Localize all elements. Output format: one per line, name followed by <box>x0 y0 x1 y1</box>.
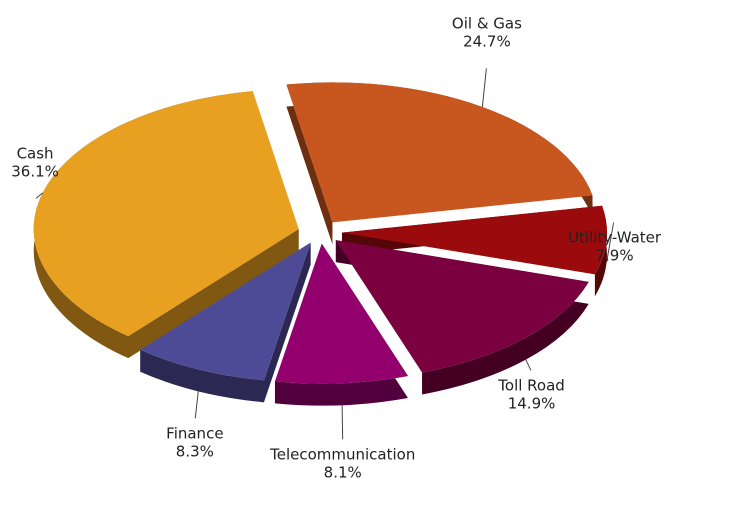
leader-line <box>35 192 44 199</box>
value-label: 24.7% <box>463 32 511 50</box>
leader-line <box>606 222 615 263</box>
value-label: 14.9% <box>508 394 556 412</box>
slice <box>335 240 589 373</box>
slice <box>341 205 607 275</box>
slice <box>140 242 311 381</box>
slice <box>286 82 593 223</box>
value-label: 36.1% <box>11 162 59 180</box>
leader-line <box>481 68 487 108</box>
leader-line <box>525 359 532 371</box>
category-label: Telecommunication <box>269 445 415 463</box>
slice <box>33 91 299 337</box>
category-label: Toll Road <box>497 376 565 394</box>
leader-line <box>194 391 199 419</box>
category-label: Finance <box>166 424 223 442</box>
category-label: Utility-Water <box>568 229 662 247</box>
leader-line <box>341 405 344 440</box>
category-label: Cash <box>17 144 54 162</box>
value-label: 7.9% <box>596 247 634 265</box>
value-label: 8.3% <box>176 442 214 460</box>
value-label: 8.1% <box>324 463 362 481</box>
category-label: Oil & Gas <box>452 14 522 32</box>
slice <box>274 243 408 384</box>
